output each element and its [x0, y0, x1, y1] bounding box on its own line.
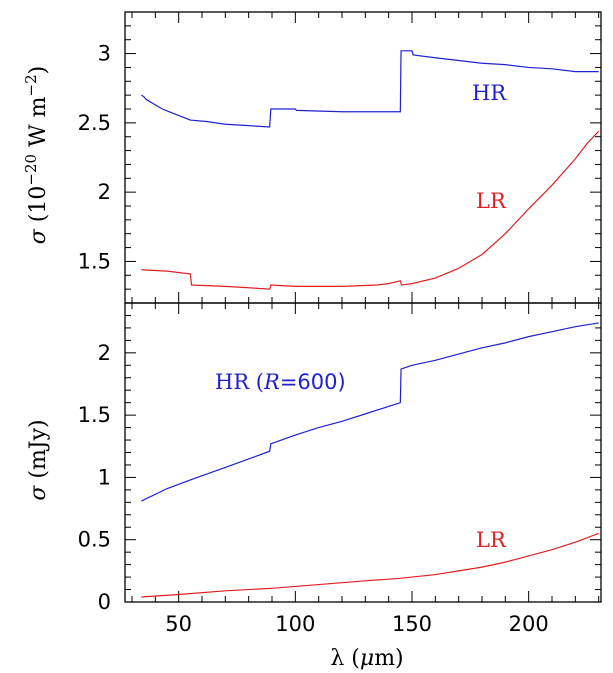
series-label: HR [472, 81, 507, 105]
series-line-lr [141, 532, 599, 598]
y-tick-label: 0 [98, 590, 111, 614]
y-tick-label: 0.5 [78, 528, 111, 552]
plot-frame [124, 302, 602, 603]
y-tick-label: 3 [98, 42, 111, 66]
x-axis-title: λ (μm) [330, 646, 403, 671]
y-tick-label: 1.5 [78, 249, 111, 273]
x-tick-label: 50 [165, 612, 192, 636]
series-label: HR (R=600) [215, 370, 346, 394]
bottom-panel: 0 0.5 1 1.5 2 50 100 150 200 HR (R=600) LR [78, 302, 602, 636]
top-panel: 1.5 2 2.5 3 HR LR [78, 11, 602, 304]
x-tick-label: 100 [275, 612, 315, 636]
y-tick-label: 2 [98, 180, 111, 204]
bottom-y-axis-title: σ (mJy) [26, 419, 51, 500]
x-tick-label: 200 [509, 612, 549, 636]
svg-text:σ (mJy): σ (mJy) [26, 419, 51, 500]
y-tick-label: 1 [98, 465, 111, 489]
series-label: LR [476, 528, 507, 552]
y-tick-label: 2 [98, 341, 111, 365]
series-line-hr-r-600 [141, 322, 599, 502]
y-tick-label: 2.5 [78, 111, 111, 135]
x-tick-label: 150 [392, 612, 432, 636]
top-y-axis-title: σ (10−20 W m−2) [22, 66, 51, 244]
series-label: LR [476, 189, 507, 213]
series-line-lr [141, 130, 600, 290]
series-line-hr [141, 50, 599, 128]
plot-frame [124, 11, 602, 304]
svg-text:σ (10−20 W m−2): σ (10−20 W m−2) [22, 66, 51, 244]
y-tick-label: 1.5 [78, 403, 111, 427]
